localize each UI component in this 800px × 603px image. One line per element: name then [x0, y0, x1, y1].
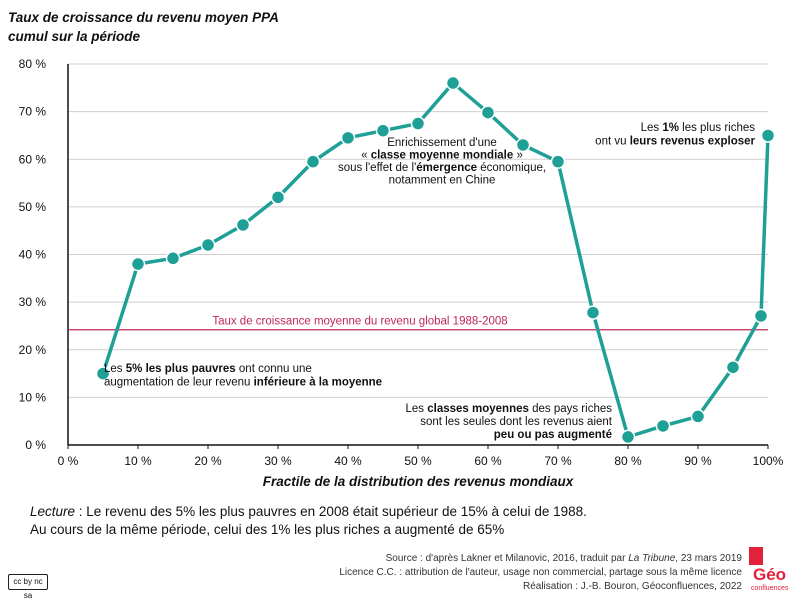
data-point	[235, 217, 251, 233]
x-tick-label: 50 %	[404, 454, 432, 468]
data-point	[95, 366, 111, 381]
credits-source-suffix: , 23 mars 2019	[675, 553, 742, 564]
x-tick-label: 0 %	[58, 454, 79, 468]
logo-text: Géo	[753, 565, 786, 584]
y-tick-label: 40 %	[19, 248, 47, 262]
annotation-text: notamment en Chine	[389, 175, 496, 187]
annotation-text: Les	[104, 363, 126, 375]
x-tick-label: 20 %	[194, 454, 222, 468]
reading-line-1: Lecture : Le revenu des 5% les plus pauv…	[30, 504, 587, 519]
annotation-line: ont vu leurs revenus exploser	[595, 136, 755, 148]
reading-line-2: Au cours de la même période, celui des 1…	[30, 522, 505, 537]
reference-line-label: Taux de croissance moyenne du revenu glo…	[212, 316, 507, 328]
data-point	[753, 308, 769, 324]
chart-title: Taux de croissance du revenu moyen PPA	[8, 10, 279, 25]
x-tick-label: 70 %	[544, 454, 572, 468]
x-tick-label: 100%	[753, 454, 784, 468]
annotation-line: Enrichissement d'une	[387, 137, 497, 149]
y-tick-label: 30 %	[19, 295, 47, 309]
data-point	[690, 409, 706, 424]
data-point	[340, 130, 356, 146]
data-point	[130, 256, 146, 272]
annotation-line: augmentation de leur revenu inférieure à…	[104, 377, 382, 389]
credits-source-journal: La Tribune	[628, 553, 676, 564]
annotation-text: peu ou pas augmenté	[494, 429, 612, 441]
x-tick-label: 30 %	[264, 454, 292, 468]
x-tick-label: 40 %	[334, 454, 362, 468]
data-point	[760, 128, 776, 143]
x-tick-label: 80 %	[614, 454, 642, 468]
annotation-text: «	[361, 150, 371, 162]
annotation: Enrichissement d'une« classe moyenne mon…	[338, 137, 546, 187]
annotation-line: sont les seules dont les revenus aient	[420, 416, 613, 428]
credits-realisation: Réalisation : J.-B. Bouron, Géoconfluenc…	[522, 581, 742, 592]
data-point	[515, 137, 531, 153]
data-point	[165, 251, 181, 266]
annotation-text: augmentation de leur revenu	[104, 377, 254, 389]
data-point	[445, 75, 461, 91]
creative-commons-badge: cc by nc sa	[8, 574, 48, 600]
annotation-line: sous l'effet de l'émergence économique,	[338, 162, 546, 174]
annotation-text: classe moyenne mondiale	[371, 150, 514, 162]
credits-source: Source : d'après Lakner et Milanovic, 20…	[386, 552, 742, 565]
reading-label: Lecture	[30, 504, 76, 519]
annotation-text: Les	[641, 122, 663, 134]
credits-source-prefix: Source : d'après Lakner et Milanovic, 20…	[385, 553, 629, 564]
credits-licence: Licence C.C. : attribution de l'auteur, …	[339, 567, 742, 578]
x-axis-title: Fractile de la distribution des revenus …	[263, 474, 574, 489]
annotation-line: « classe moyenne mondiale »	[361, 150, 523, 162]
y-tick-label: 70 %	[19, 105, 47, 119]
annotation-line: Les classes moyennes des pays riches	[405, 403, 612, 415]
annotation-text: ont vu	[595, 136, 630, 148]
x-tick-label: 60 %	[474, 454, 502, 468]
annotation-line: Les 5% les plus pauvres ont connu une	[104, 363, 312, 375]
annotation-text: des pays riches	[529, 403, 612, 415]
annotation: Les 1% les plus riches ont vu leurs reven…	[595, 122, 755, 148]
geoconfluences-logo: Géo confluences	[749, 547, 789, 592]
chart-subtitle: cumul sur la période	[8, 29, 141, 44]
annotation-text: ont connu une	[236, 363, 312, 375]
data-point	[305, 154, 321, 169]
annotation-text: classes moyennes	[427, 403, 529, 415]
annotation: Les 5% les plus pauvres ont connu une aug…	[104, 363, 382, 389]
data-point	[480, 105, 496, 120]
annotation-text: économique,	[477, 162, 546, 174]
annotation-text: sont les seules dont les revenus aient	[420, 416, 613, 428]
annotation-line: Les 1% les plus riches	[641, 122, 756, 134]
logo-block	[749, 547, 763, 565]
data-point	[585, 305, 601, 320]
y-tick-label: 60 %	[19, 152, 47, 166]
y-tick-label: 20 %	[19, 343, 47, 357]
annotation-text: 1%	[662, 122, 679, 134]
annotation-line: notamment en Chine	[389, 175, 496, 187]
data-point	[655, 418, 671, 434]
annotation-text: »	[513, 150, 523, 162]
y-tick-label: 10 %	[19, 390, 47, 404]
annotation-line: peu ou pas augmenté	[494, 429, 612, 441]
annotation-text: 5% les plus pauvres	[126, 363, 236, 375]
data-point	[550, 154, 566, 169]
data-point	[620, 429, 636, 445]
annotation-text: les plus riches	[679, 122, 755, 134]
data-point	[270, 190, 286, 205]
annotation-text: Les	[405, 403, 427, 415]
annotation-text: inférieure à la moyenne	[254, 377, 382, 389]
annotation-text: Enrichissement d'une	[387, 137, 497, 149]
annotation-text: sous l'effet de l'	[338, 162, 416, 174]
x-tick-label: 90 %	[684, 454, 712, 468]
y-tick-label: 80 %	[19, 57, 47, 71]
data-point	[725, 360, 741, 375]
annotation-text: leurs revenus exploser	[630, 136, 756, 148]
reading-text-1: : Le revenu des 5% les plus pauvres en 2…	[75, 504, 587, 519]
logo-subtext: confluences	[751, 585, 789, 592]
data-point	[410, 116, 426, 131]
x-tick-label: 10 %	[124, 454, 152, 468]
annotation-text: émergence	[416, 162, 477, 174]
data-point	[200, 237, 216, 253]
data-point	[375, 123, 391, 138]
y-tick-label: 50 %	[19, 200, 47, 214]
y-tick-label: 0 %	[25, 438, 46, 452]
annotation: Les classes moyennes des pays richessont…	[405, 403, 612, 441]
